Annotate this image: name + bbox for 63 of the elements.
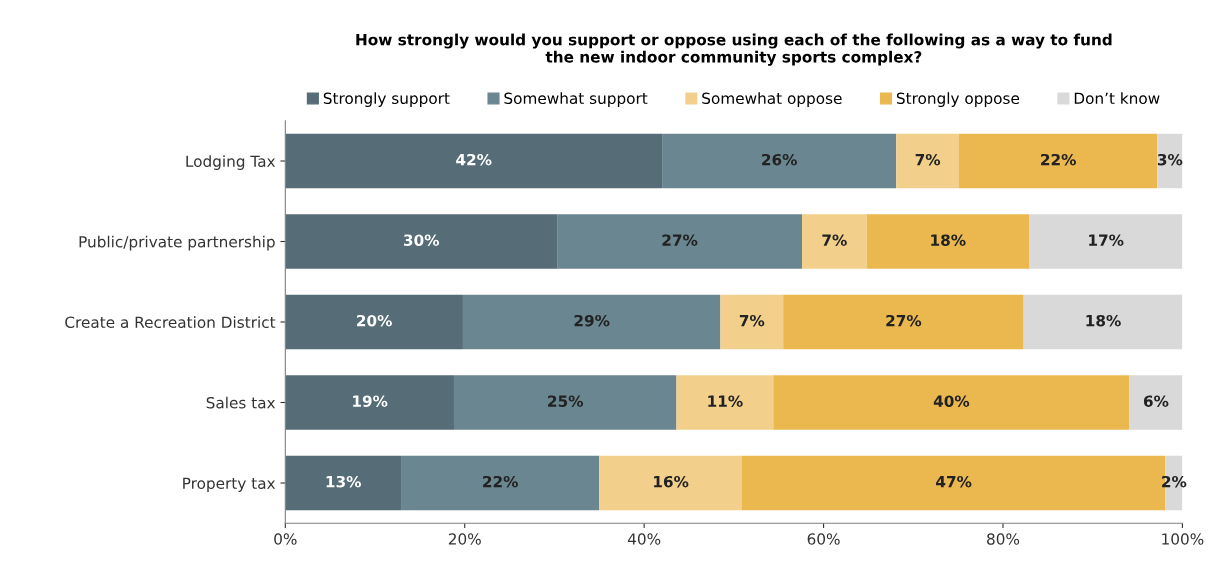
- data-label: 47%: [936, 475, 972, 488]
- data-label: 13%: [326, 475, 361, 488]
- y-tick-label: Public/private partnership: [79, 235, 275, 251]
- x-tick-label: 60%: [807, 533, 840, 545]
- data-label: 29%: [574, 314, 610, 327]
- x-tick-label: 20%: [448, 533, 481, 545]
- data-label: 18%: [1086, 314, 1121, 327]
- bar: [783, 294, 1024, 350]
- bar: [462, 294, 721, 350]
- x-tick-label: 40%: [627, 533, 661, 545]
- data-label: 7%: [739, 314, 765, 327]
- data-label: 27%: [662, 234, 698, 246]
- bar: [285, 133, 663, 189]
- bar: [676, 375, 774, 430]
- bar: [599, 455, 742, 511]
- data-label: 18%: [931, 234, 966, 246]
- data-label: 6%: [1143, 395, 1169, 407]
- bar: [1023, 294, 1183, 350]
- data-label: 40%: [933, 395, 970, 407]
- bar: [720, 294, 784, 350]
- bar: [662, 133, 897, 189]
- data-label: 25%: [548, 395, 584, 407]
- x-tick-label: 100%: [1162, 533, 1204, 545]
- data-label: 20%: [357, 314, 392, 327]
- bar: [802, 214, 867, 269]
- bar: [773, 375, 1130, 430]
- legend-label: Somewhat support: [504, 92, 648, 107]
- bar: [1129, 375, 1183, 430]
- legend-label: Don’t know: [1074, 92, 1160, 105]
- data-label: 16%: [654, 475, 689, 488]
- data-label: 22%: [1041, 153, 1076, 166]
- bar: [285, 455, 402, 511]
- bar: [401, 455, 600, 511]
- x-tick-label: 80%: [987, 533, 1020, 545]
- bar: [285, 214, 558, 269]
- legend-label: Strongly oppose: [896, 92, 1020, 107]
- data-label: 19%: [353, 395, 388, 407]
- data-label: 7%: [915, 153, 941, 166]
- data-label: 27%: [886, 314, 922, 327]
- bar: [285, 375, 454, 430]
- data-label: 30%: [403, 234, 440, 246]
- bar: [557, 214, 803, 269]
- data-label: 42%: [456, 153, 492, 166]
- data-label: 3%: [1157, 153, 1183, 166]
- data-label: 7%: [822, 234, 847, 246]
- chart-title: How strongly would you support or oppose using each of the following as a way to fund the new indoor community sports complex?: [356, 33, 1112, 66]
- legend-label: Strongly support: [323, 92, 450, 107]
- bar: [959, 133, 1158, 189]
- data-label: 11%: [708, 395, 743, 407]
- bar: [866, 214, 1029, 269]
- data-label: 17%: [1089, 234, 1124, 246]
- y-tick-label: Lodging Tax: [186, 155, 276, 170]
- y-tick-label: Sales tax: [206, 396, 276, 409]
- bar: [285, 294, 463, 350]
- bar: [896, 133, 960, 189]
- data-label: 22%: [483, 475, 518, 488]
- x-tick-label: 0%: [274, 533, 297, 545]
- data-label: 26%: [762, 153, 797, 166]
- bar: [453, 375, 677, 430]
- y-tick-label: Create a Recreation District: [65, 316, 276, 329]
- bar: [1029, 214, 1183, 269]
- y-tick-label: Property tax: [183, 477, 276, 492]
- legend-label: Somewhat oppose: [702, 92, 842, 107]
